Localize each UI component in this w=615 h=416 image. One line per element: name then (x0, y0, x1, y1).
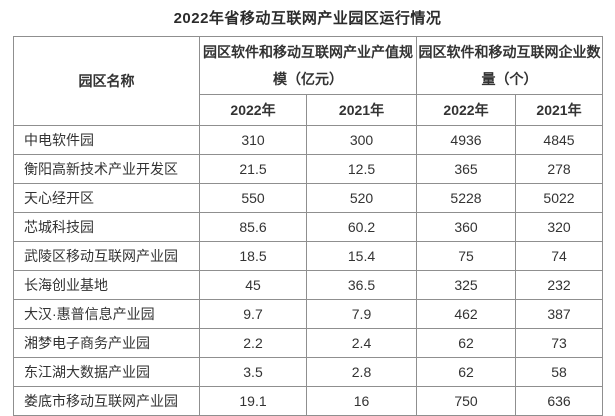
output-value-group-header: 园区软件和移动互联网产业产值规模（亿元） (199, 36, 417, 95)
value-cell: 750 (416, 386, 516, 416)
park-name-column-header: 园区名称 (13, 36, 200, 126)
park-name-cell: 长海创业基地 (13, 270, 200, 300)
value-cell: 58 (515, 357, 603, 387)
table-row: 东江湖大数据产业园 3.5 2.8 62 58 (13, 357, 603, 387)
value-cell: 9.7 (199, 299, 307, 329)
value-cell: 75 (416, 241, 516, 271)
park-name-cell: 武陵区移动互联网产业园 (13, 241, 200, 271)
table-row: 芯城科技园 85.6 60.2 360 320 (13, 212, 603, 242)
value-cell: 21.5 (199, 154, 307, 184)
table-row: 中电软件园 310 300 4936 4845 (13, 125, 603, 155)
year-header-output-2022: 2022年 (199, 94, 307, 126)
value-cell: 4845 (515, 125, 603, 155)
value-cell: 310 (199, 125, 307, 155)
value-cell: 232 (515, 270, 603, 300)
value-cell: 2.4 (306, 328, 417, 358)
year-header-row: 2022年 2021年 2022年 2021年 (14, 94, 603, 126)
park-name-cell: 芯城科技园 (13, 212, 200, 242)
page-title: 2022年省移动互联网产业园区运行情况 (173, 10, 442, 27)
year-header-count-2022: 2022年 (416, 94, 516, 126)
value-cell: 320 (515, 212, 603, 242)
park-name-cell: 衡阳高新技术产业开发区 (13, 154, 200, 184)
park-name-cell: 大汉·惠普信息产业园 (13, 299, 200, 329)
enterprise-count-group-header: 园区软件和移动互联网企业数量（个） (416, 36, 603, 95)
table-body: 中电软件园 310 300 4936 4845 衡阳高新技术产业开发区 21.5… (13, 125, 603, 416)
value-cell: 15.4 (306, 241, 417, 271)
value-cell: 550 (199, 183, 307, 213)
park-name-cell: 湘梦电子商务产业园 (13, 328, 200, 358)
table-row: 长海创业基地 45 36.5 325 232 (13, 270, 603, 300)
value-cell: 19.1 (199, 386, 307, 416)
value-cell: 462 (416, 299, 516, 329)
table-row: 湘梦电子商务产业园 2.2 2.4 62 73 (13, 328, 603, 358)
value-cell: 12.5 (306, 154, 417, 184)
park-name-cell: 东江湖大数据产业园 (13, 357, 200, 387)
park-name-cell: 中电软件园 (13, 125, 200, 155)
value-cell: 360 (416, 212, 516, 242)
table-row: 武陵区移动互联网产业园 18.5 15.4 75 74 (13, 241, 603, 271)
value-cell: 16 (306, 386, 417, 416)
value-cell: 278 (515, 154, 603, 184)
table-row: 衡阳高新技术产业开发区 21.5 12.5 365 278 (13, 154, 603, 184)
value-cell: 520 (306, 183, 417, 213)
park-name-cell: 天心经开区 (13, 183, 200, 213)
value-cell: 3.5 (199, 357, 307, 387)
value-cell: 2.8 (306, 357, 417, 387)
value-cell: 365 (416, 154, 516, 184)
value-cell: 300 (306, 125, 417, 155)
table-header: 园区名称 园区软件和移动互联网产业产值规模（亿元） 园区软件和移动互联网企业数量… (13, 36, 603, 126)
value-cell: 45 (199, 270, 307, 300)
table-row: 娄底市移动互联网产业园 19.1 16 750 636 (13, 386, 603, 416)
year-header-output-2021: 2021年 (306, 94, 417, 126)
value-cell: 60.2 (306, 212, 417, 242)
value-cell: 4936 (416, 125, 516, 155)
value-cell: 18.5 (199, 241, 307, 271)
value-cell: 74 (515, 241, 603, 271)
park-name-cell: 娄底市移动互联网产业园 (13, 386, 200, 416)
table-row: 天心经开区 550 520 5228 5022 (13, 183, 603, 213)
value-cell: 62 (416, 328, 516, 358)
value-cell: 85.6 (199, 212, 307, 242)
value-cell: 387 (515, 299, 603, 329)
value-cell: 7.9 (306, 299, 417, 329)
value-cell: 62 (416, 357, 516, 387)
table-row: 大汉·惠普信息产业园 9.7 7.9 462 387 (13, 299, 603, 329)
value-cell: 325 (416, 270, 516, 300)
year-header-count-2021: 2021年 (515, 94, 603, 126)
value-cell: 5022 (515, 183, 603, 213)
value-cell: 73 (515, 328, 603, 358)
value-cell: 2.2 (199, 328, 307, 358)
value-cell: 636 (515, 386, 603, 416)
value-cell: 5228 (416, 183, 516, 213)
value-cell: 36.5 (306, 270, 417, 300)
group-header-row: 园区名称 园区软件和移动互联网产业产值规模（亿元） 园区软件和移动互联网企业数量… (13, 36, 603, 126)
industry-park-table: 园区名称 园区软件和移动互联网产业产值规模（亿元） 园区软件和移动互联网企业数量… (13, 36, 603, 416)
